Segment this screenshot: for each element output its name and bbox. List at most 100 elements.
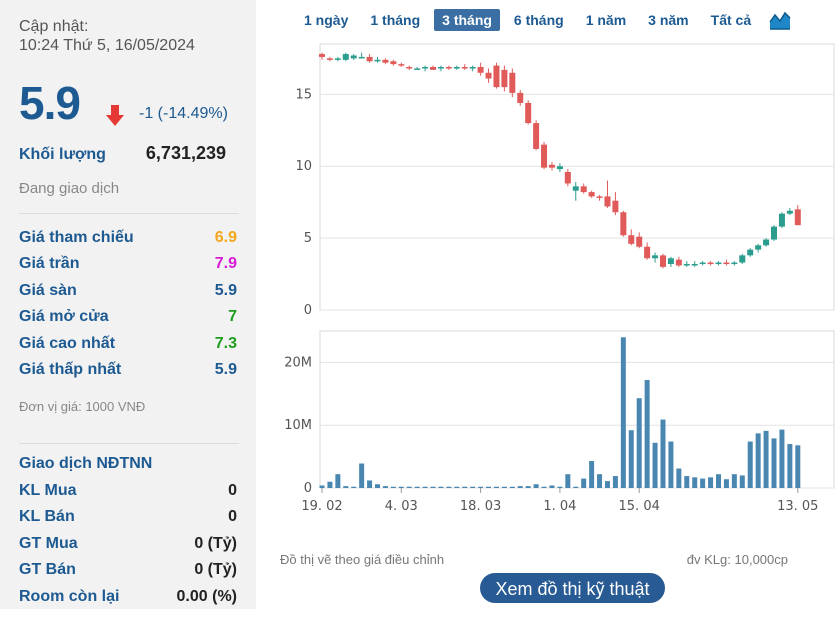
volume-bar bbox=[581, 478, 587, 488]
floor-price-label: Giá sàn bbox=[19, 282, 77, 299]
candle-body bbox=[430, 67, 437, 70]
foreign-buy-vol-value: 0 bbox=[228, 482, 237, 499]
candle-body bbox=[715, 262, 722, 265]
price-tick-label: 0 bbox=[304, 303, 312, 318]
candle-body bbox=[659, 255, 666, 267]
candle-body bbox=[414, 68, 421, 70]
high-price-label: Giá cao nhất bbox=[19, 335, 116, 352]
volume-bar bbox=[739, 475, 745, 488]
foreign-buy-val-value: 0 (Tỷ) bbox=[194, 535, 237, 552]
tab-1-year[interactable]: 1 năm bbox=[585, 12, 627, 28]
candle-body bbox=[786, 210, 793, 214]
candle-body bbox=[636, 236, 643, 247]
volume-bar bbox=[628, 430, 634, 488]
candle-body bbox=[374, 59, 381, 62]
tab-all[interactable]: Tất cả bbox=[710, 12, 752, 28]
volume-bar bbox=[684, 476, 690, 488]
candle-body bbox=[541, 144, 548, 168]
volume-bar bbox=[565, 474, 571, 488]
volume-unit-note: đv KLg: 10,000cp bbox=[686, 552, 788, 567]
volume-tick-label: 0 bbox=[304, 481, 312, 496]
tab-1-month[interactable]: 1 tháng bbox=[370, 12, 421, 28]
candle-body bbox=[628, 235, 635, 244]
trading-status: Đang giao dịch bbox=[19, 180, 120, 197]
volume-bar bbox=[462, 486, 468, 488]
open-price-label: Giá mở cửa bbox=[19, 308, 109, 325]
volume-bar bbox=[668, 441, 674, 488]
candle-body bbox=[620, 212, 627, 236]
candle-body bbox=[342, 54, 349, 60]
tab-3-months[interactable]: 3 tháng bbox=[434, 9, 500, 31]
candle-body bbox=[461, 67, 468, 69]
room-left-value: 0.00 (%) bbox=[176, 588, 237, 605]
candle-body bbox=[675, 259, 682, 266]
update-time: 10:24 Thứ 5, 16/05/2024 bbox=[19, 37, 195, 54]
tab-6-months[interactable]: 6 tháng bbox=[513, 12, 564, 28]
ref-price-value: 6.9 bbox=[214, 229, 237, 246]
candle-body bbox=[382, 59, 389, 63]
candle-body bbox=[763, 239, 770, 246]
area-chart-icon[interactable] bbox=[769, 10, 792, 30]
volume-label: Khối lượng bbox=[19, 146, 106, 163]
candle-body bbox=[501, 69, 508, 88]
volume-bar bbox=[343, 486, 349, 488]
volume-bar bbox=[382, 486, 388, 488]
foreign-buy-vol-label: KL Mua bbox=[19, 482, 77, 499]
candle-body bbox=[334, 58, 341, 60]
volume-bar bbox=[414, 486, 420, 488]
candle-body bbox=[723, 262, 730, 265]
volume-bar bbox=[779, 429, 785, 488]
candle-body bbox=[580, 186, 587, 193]
candle-body bbox=[778, 213, 785, 227]
technical-chart-button[interactable]: Xem đồ thị kỹ thuật bbox=[480, 573, 665, 603]
price-change: -1 (-14.49%) bbox=[139, 105, 228, 122]
volume-value: 6,731,239 bbox=[145, 143, 226, 163]
price-tick-label: 15 bbox=[295, 87, 312, 102]
volume-bar bbox=[763, 430, 769, 488]
candle-body bbox=[525, 102, 532, 124]
candle-body bbox=[556, 166, 563, 170]
price-unit-note: Đơn vị giá: 1000 VNĐ bbox=[19, 399, 146, 414]
volume-bar bbox=[359, 463, 365, 488]
ceiling-price-label: Giá trần bbox=[19, 255, 80, 272]
volume-bar bbox=[375, 484, 381, 488]
volume-bar bbox=[533, 484, 539, 488]
candle-body bbox=[533, 123, 540, 149]
candle-body bbox=[469, 67, 476, 69]
candle-body bbox=[596, 196, 603, 198]
volume-bar bbox=[676, 468, 682, 488]
high-price-value: 7.3 bbox=[214, 335, 237, 352]
volume-bar bbox=[406, 486, 412, 488]
x-tick-label: 15. 04 bbox=[619, 499, 660, 514]
candle-body bbox=[707, 262, 714, 265]
tab-1-day[interactable]: 1 ngày bbox=[304, 12, 349, 28]
volume-bar bbox=[716, 474, 721, 488]
volume-bar bbox=[517, 486, 523, 488]
tab-3-years[interactable]: 3 năm bbox=[648, 12, 689, 28]
volume-bar bbox=[422, 486, 428, 488]
candle-body bbox=[477, 67, 484, 73]
volume-bar bbox=[795, 445, 801, 488]
foreign-sell-val-label: GT Bán bbox=[19, 561, 76, 578]
candle-body bbox=[604, 196, 611, 207]
volume-bar bbox=[335, 474, 341, 488]
foreign-trading-title: Giao dịch NĐTNN bbox=[19, 455, 153, 472]
candle-body bbox=[390, 61, 397, 65]
price-panel-frame bbox=[319, 43, 835, 311]
price-tick-label: 10 bbox=[295, 159, 312, 174]
volume-bar bbox=[755, 433, 761, 488]
room-left-label: Room còn lại bbox=[19, 588, 120, 605]
adjusted-price-note: Đồ thị vẽ theo giá điều chỉnh bbox=[280, 552, 445, 567]
volume-bar bbox=[525, 486, 531, 488]
candle-body bbox=[517, 92, 524, 103]
candle-body bbox=[652, 255, 659, 259]
floor-price-value: 5.9 bbox=[214, 282, 237, 299]
volume-bar bbox=[486, 486, 492, 488]
x-tick-label: 1. 04 bbox=[543, 499, 576, 514]
candle-body bbox=[771, 226, 778, 240]
volume-bar bbox=[327, 481, 333, 488]
candle-body bbox=[588, 192, 595, 197]
candle-body bbox=[683, 263, 690, 266]
x-tick-label: 19. 02 bbox=[301, 499, 342, 514]
volume-bar bbox=[398, 486, 404, 488]
